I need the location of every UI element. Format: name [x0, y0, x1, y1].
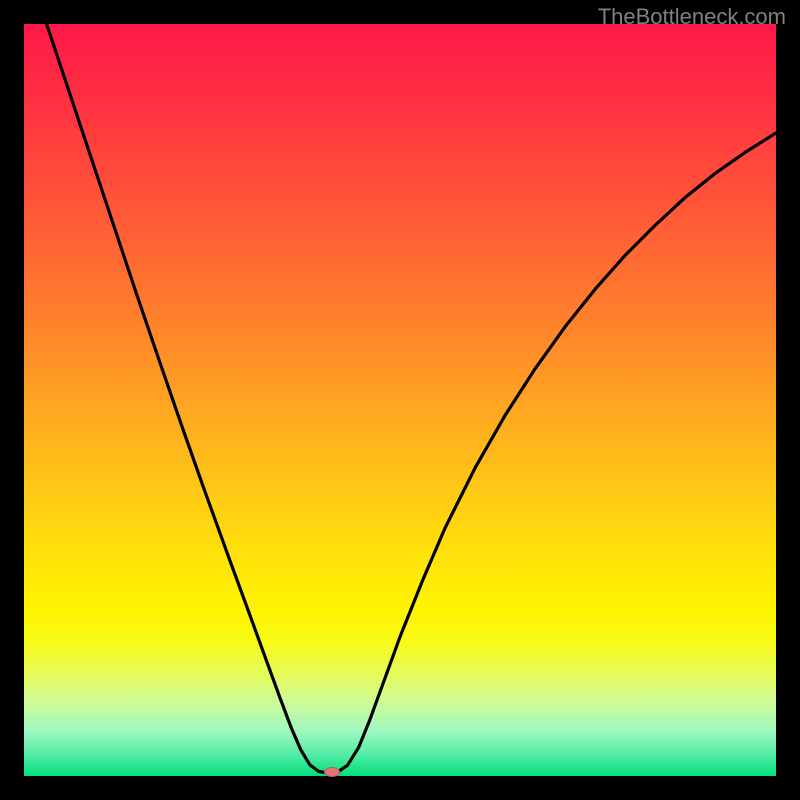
gradient-plot-svg: [24, 24, 776, 776]
data-marker: [324, 767, 340, 777]
chart-frame: TheBottleneck.com: [0, 0, 800, 800]
gradient-background: [24, 24, 776, 776]
watermark-text: TheBottleneck.com: [598, 4, 786, 30]
plot-area: [24, 24, 776, 776]
